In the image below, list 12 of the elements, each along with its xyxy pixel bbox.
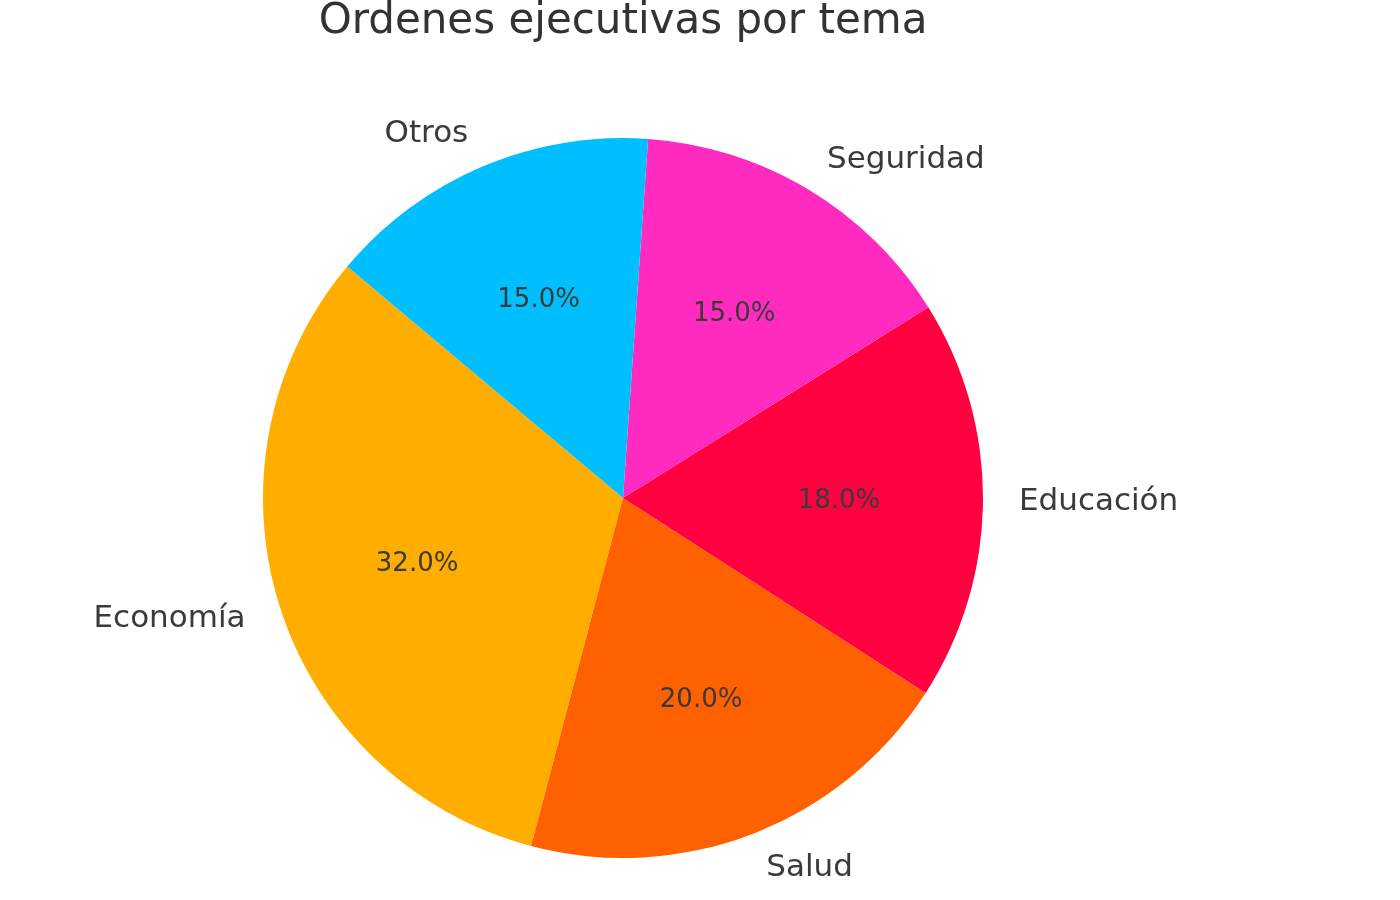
data-label: 15.0% (497, 283, 580, 314)
chart-title: Ordenes ejecutivas por tema (318, 0, 928, 43)
slice-label: Seguridad (826, 138, 985, 175)
slice-label: Salud (766, 847, 853, 884)
pie-slice (263, 266, 623, 847)
slice-label: Otros (384, 113, 469, 150)
slice-label: Educación (1018, 480, 1179, 517)
data-label: 18.0% (797, 483, 881, 514)
data-label: 15.0% (692, 296, 776, 327)
slice-label: Economía (93, 597, 246, 634)
data-label: 20.0% (659, 683, 743, 714)
data-label: 32.0% (375, 547, 459, 578)
